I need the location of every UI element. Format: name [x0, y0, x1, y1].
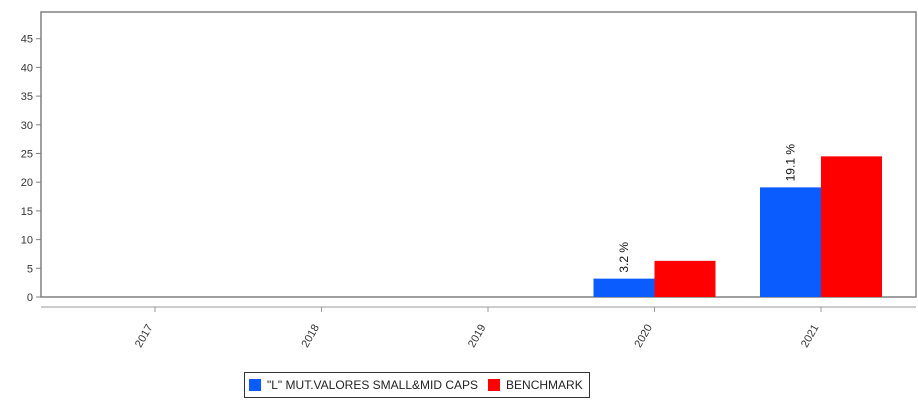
y-tick-label: 10 — [21, 235, 33, 247]
legend-item-fund: "L" MUT.VALORES SMALL&MID CAPS — [249, 378, 478, 392]
x-tick-label: 2021 — [799, 323, 822, 350]
legend-swatch-benchmark — [488, 379, 501, 391]
bar-benchmark-2020 — [654, 260, 716, 297]
bar-fund-2021 — [760, 187, 821, 297]
y-tick-label: 20 — [21, 177, 33, 189]
x-tick-label: 2017 — [133, 323, 156, 350]
y-tick-label: 45 — [21, 34, 33, 46]
y-tick-label: 5 — [27, 263, 33, 275]
plot-area-border — [40, 11, 917, 298]
data-label: 3.2 % — [617, 242, 631, 273]
legend-swatch-fund — [249, 379, 261, 391]
y-tick-label: 30 — [21, 120, 33, 132]
data-label: 19.1 % — [784, 144, 798, 182]
bar-fund-2020 — [593, 278, 655, 297]
y-tick-label: 25 — [21, 149, 33, 161]
legend: "L" MUT.VALORES SMALL&MID CAPS BENCHMARK — [244, 372, 590, 398]
y-tick-label: 0 — [27, 292, 33, 304]
data-labels-group: 3.2 % 19.1 % — [617, 144, 798, 273]
bar-benchmark-2021 — [821, 156, 882, 297]
legend-label-benchmark: BENCHMARK — [506, 378, 583, 392]
y-tick-label: 35 — [21, 91, 33, 103]
y-tick-label: 40 — [21, 62, 33, 74]
bars-group — [593, 156, 882, 297]
x-tick-label: 2019 — [466, 323, 489, 350]
legend-label-fund: "L" MUT.VALORES SMALL&MID CAPS — [267, 378, 479, 392]
x-tick-label: 2018 — [299, 323, 322, 350]
y-axis: 0 5 10 15 20 25 30 35 40 45 — [21, 34, 41, 304]
x-tick-label: 2020 — [632, 323, 655, 350]
legend-item-benchmark: BENCHMARK — [488, 378, 583, 392]
x-axis: 2017 2018 2019 2020 2021 — [41, 306, 916, 350]
y-tick-label: 15 — [21, 206, 33, 218]
